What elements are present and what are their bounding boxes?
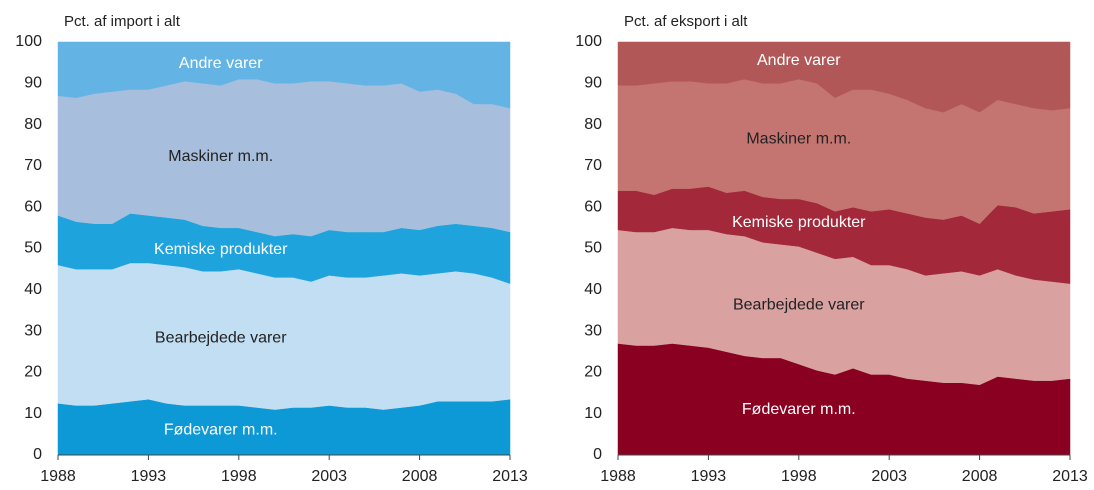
series-label: Kemiske produkter — [732, 214, 866, 231]
x-tick-label: 2003 — [311, 468, 347, 485]
y-axis-title: Pct. af eksport i alt — [624, 13, 748, 30]
y-tick-label: 40 — [24, 281, 42, 298]
y-tick-label: 0 — [33, 446, 42, 463]
series-label: Kemiske produkter — [154, 241, 288, 258]
series-label: Fødevarer m.m. — [164, 421, 278, 438]
x-tick-label: 2013 — [1052, 468, 1088, 485]
x-tick-label: 2013 — [492, 468, 528, 485]
x-tick-label: 1998 — [781, 468, 817, 485]
y-tick-label: 20 — [24, 364, 42, 381]
y-tick-label: 30 — [584, 322, 602, 339]
y-tick-label: 50 — [24, 240, 42, 257]
series-label: Andre varer — [757, 52, 841, 69]
area — [617, 41, 1071, 113]
series-label: Bearbejdede varer — [733, 297, 865, 314]
y-tick-label: 100 — [15, 33, 42, 50]
y-tick-label: 10 — [584, 405, 602, 422]
area — [57, 78, 511, 237]
x-tick-label: 1993 — [131, 468, 167, 485]
series-label: Bearbejdede varer — [155, 330, 287, 347]
x-tick-label: 1993 — [691, 468, 727, 485]
y-tick-label: 60 — [584, 198, 602, 215]
y-tick-label: 100 — [575, 33, 602, 50]
series-label: Fødevarer m.m. — [742, 401, 856, 418]
series-label: Maskiner m.m. — [746, 130, 851, 147]
y-tick-label: 0 — [593, 446, 602, 463]
series-label: Maskiner m.m. — [168, 148, 273, 165]
y-tick-label: 50 — [584, 240, 602, 257]
x-tick-label: 2008 — [402, 468, 438, 485]
y-tick-label: 90 — [584, 75, 602, 92]
x-tick-label: 2008 — [962, 468, 998, 485]
y-axis-title: Pct. af import i alt — [64, 13, 181, 30]
y-tick-label: 10 — [24, 405, 42, 422]
y-tick-label: 70 — [584, 157, 602, 174]
y-tick-label: 20 — [584, 364, 602, 381]
x-tick-label: 1998 — [221, 468, 257, 485]
y-tick-label: 80 — [24, 116, 42, 133]
series-label: Andre varer — [179, 55, 263, 72]
y-tick-label: 90 — [24, 75, 42, 92]
x-tick-label: 1988 — [40, 468, 76, 485]
y-tick-label: 60 — [24, 198, 42, 215]
x-tick-label: 2003 — [871, 468, 907, 485]
y-tick-label: 30 — [24, 322, 42, 339]
y-tick-label: 40 — [584, 281, 602, 298]
y-tick-label: 80 — [584, 116, 602, 133]
area — [57, 41, 511, 109]
x-tick-label: 1988 — [600, 468, 636, 485]
y-tick-label: 70 — [24, 157, 42, 174]
